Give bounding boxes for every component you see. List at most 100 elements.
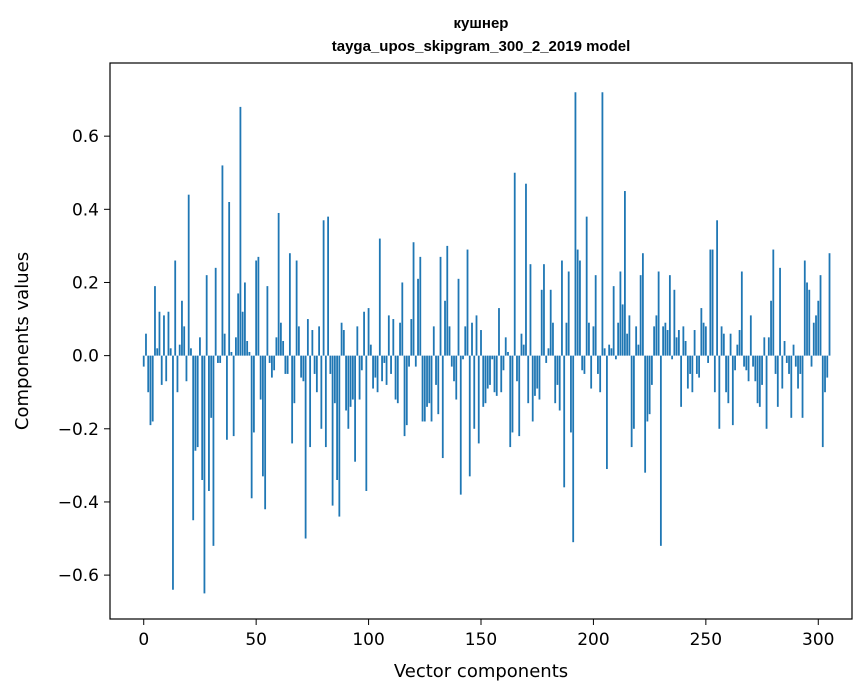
bar: [581, 355, 584, 371]
bar: [772, 249, 775, 356]
bar: [592, 326, 595, 356]
bar: [520, 333, 523, 356]
bar: [639, 275, 642, 356]
bar: [214, 267, 217, 356]
bar: [574, 92, 577, 356]
bar: [374, 355, 377, 378]
bar: [333, 355, 336, 404]
bar: [394, 355, 397, 400]
bar: [790, 355, 793, 418]
bar: [491, 355, 494, 360]
bar: [799, 355, 802, 374]
bar: [244, 282, 246, 356]
bar: [761, 355, 763, 385]
bar: [464, 326, 467, 356]
bar: [702, 322, 705, 356]
x-tick-label: 200: [577, 630, 609, 650]
bar: [549, 289, 552, 356]
bar: [378, 238, 381, 356]
bar: [781, 355, 784, 389]
bar: [783, 341, 786, 356]
bar: [392, 319, 395, 356]
x-tick-label: 100: [352, 630, 384, 650]
bar: [401, 282, 404, 356]
bar: [444, 300, 446, 356]
bar: [248, 351, 251, 356]
bar: [383, 355, 386, 363]
bar: [405, 355, 408, 426]
bar: [644, 355, 647, 473]
chart-title: кушнер: [454, 15, 509, 32]
bar: [158, 311, 161, 356]
x-tick-label: 300: [802, 630, 834, 650]
bar: [527, 355, 530, 404]
bar: [408, 355, 410, 367]
y-tick-label: 0.6: [72, 127, 99, 147]
bar: [421, 355, 424, 422]
bar: [785, 355, 788, 363]
bar: [275, 337, 278, 356]
bar: [354, 355, 356, 462]
bar: [770, 300, 772, 356]
x-axis-ticks: 0 50 100 150 200 250 300: [138, 619, 834, 650]
bar: [552, 322, 554, 356]
bar: [698, 355, 701, 378]
bar: [716, 220, 718, 356]
bar: [486, 355, 489, 389]
bar: [347, 355, 350, 429]
bar: [731, 355, 734, 426]
bar: [450, 355, 453, 367]
bar: [178, 344, 181, 356]
bar: [585, 216, 588, 356]
bar: [734, 355, 736, 371]
bar: [749, 315, 752, 356]
bar: [297, 326, 300, 356]
bar: [722, 333, 725, 356]
bar: [776, 355, 779, 407]
bar: [601, 92, 604, 356]
bar: [531, 355, 534, 422]
bar: [304, 355, 307, 539]
bar: [237, 293, 240, 356]
x-tick-label: 0: [138, 630, 149, 650]
bar: [201, 355, 204, 480]
x-tick-label: 50: [245, 630, 267, 650]
bar: [192, 355, 195, 521]
bar: [500, 355, 503, 393]
bar: [547, 348, 550, 356]
bar: [635, 326, 638, 356]
bar: [632, 355, 635, 429]
bar: [369, 344, 372, 356]
bar: [203, 355, 206, 594]
bar: [516, 355, 518, 382]
bar: [518, 355, 521, 437]
bar: [428, 355, 431, 404]
bar: [282, 341, 285, 356]
bar: [439, 256, 442, 356]
bar: [648, 355, 651, 415]
bar: [482, 355, 485, 407]
bar: [812, 322, 815, 356]
bar: [194, 355, 197, 451]
bar: [480, 330, 482, 356]
bar: [351, 355, 354, 400]
bar: [794, 355, 797, 367]
bar: [174, 260, 177, 356]
bar: [498, 308, 500, 356]
bar: [713, 355, 716, 393]
bar: [637, 344, 640, 356]
bar: [745, 355, 748, 371]
bar: [655, 315, 658, 356]
bar: [331, 355, 334, 506]
bar: [617, 322, 620, 356]
bar: [266, 286, 269, 356]
y-tick-label: −0.2: [58, 420, 99, 440]
bar: [509, 355, 512, 448]
bar: [570, 355, 572, 433]
bar: [459, 355, 462, 495]
bar: [477, 355, 480, 444]
bar: [792, 344, 795, 356]
bar: [473, 355, 476, 429]
bar: [525, 183, 527, 356]
bar: [808, 289, 811, 356]
